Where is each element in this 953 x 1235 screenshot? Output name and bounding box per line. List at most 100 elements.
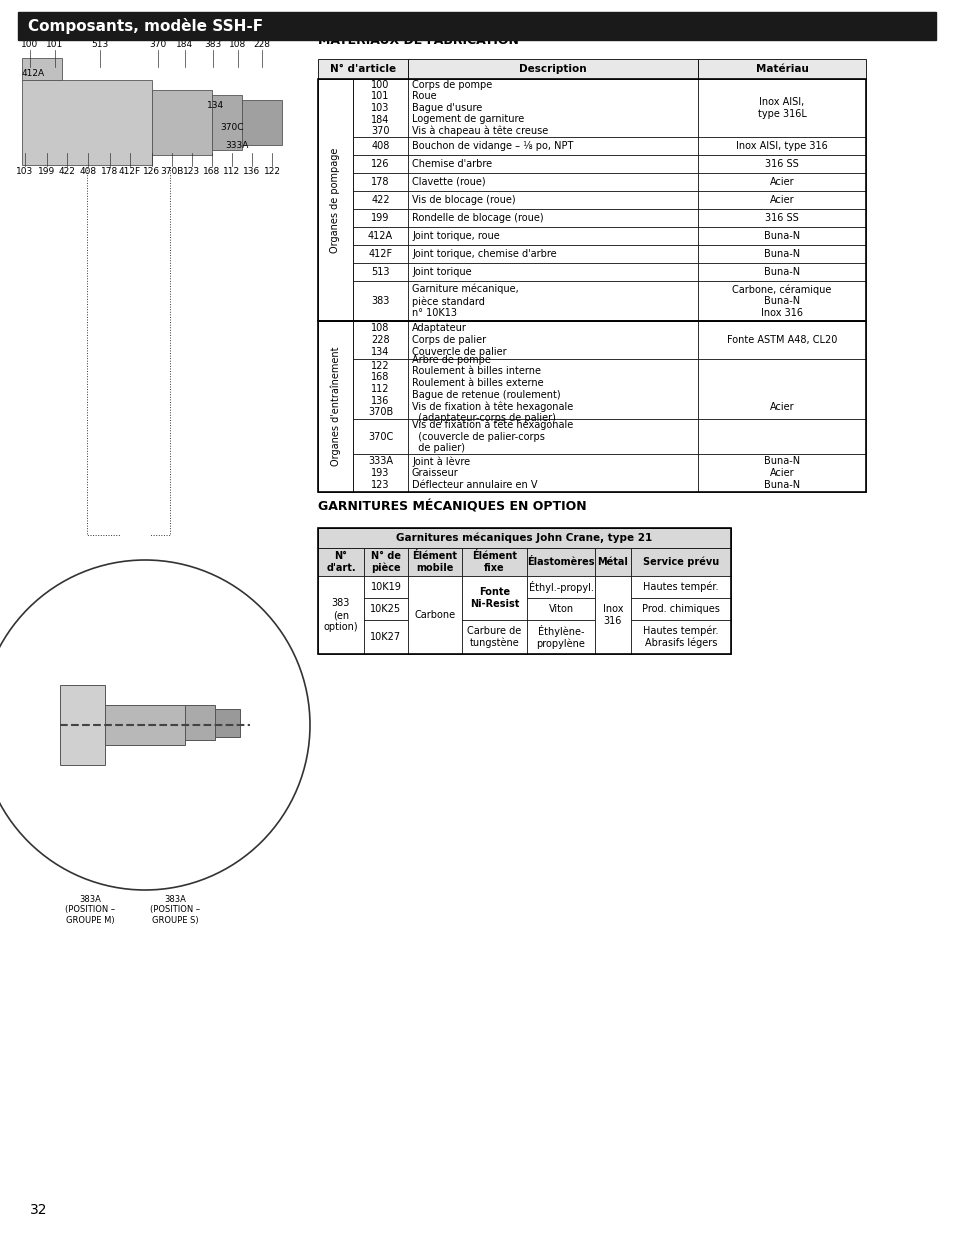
Bar xyxy=(698,173,865,191)
Text: Joint à lèvre
Graisseur
Déflecteur annulaire en V: Joint à lèvre Graisseur Déflecteur annul… xyxy=(412,456,537,490)
Text: 383: 383 xyxy=(204,40,221,49)
Text: 370C: 370C xyxy=(368,431,393,441)
Bar xyxy=(408,173,698,191)
Text: 199: 199 xyxy=(371,212,389,224)
Bar xyxy=(317,321,353,492)
Bar xyxy=(353,137,408,156)
Bar xyxy=(353,209,408,227)
Text: Élément
mobile: Élément mobile xyxy=(412,551,457,573)
Bar xyxy=(630,548,730,576)
Text: 412A: 412A xyxy=(22,68,45,78)
Bar xyxy=(242,100,282,144)
Text: Buna-N: Buna-N xyxy=(763,267,800,277)
Bar xyxy=(364,598,408,620)
Text: Composants, modèle SSH-F: Composants, modèle SSH-F xyxy=(28,19,263,35)
Bar xyxy=(212,95,242,149)
Text: Inox AISI,
type 316L: Inox AISI, type 316L xyxy=(757,98,805,119)
Bar xyxy=(317,59,408,79)
Text: 136: 136 xyxy=(243,167,260,177)
Bar xyxy=(698,156,865,173)
Bar xyxy=(353,227,408,245)
Bar xyxy=(408,245,698,263)
Bar xyxy=(698,419,865,454)
Bar xyxy=(18,12,935,40)
Bar xyxy=(353,156,408,173)
Bar xyxy=(185,705,214,740)
Text: 333A: 333A xyxy=(225,141,248,149)
Bar xyxy=(698,263,865,282)
Bar xyxy=(408,454,698,492)
Text: MATÉRIAUX DE FABRICATION: MATÉRIAUX DE FABRICATION xyxy=(317,35,518,47)
Text: 412A: 412A xyxy=(368,231,393,241)
Bar xyxy=(408,137,698,156)
Bar xyxy=(630,576,730,598)
Text: 370C: 370C xyxy=(220,124,243,132)
Text: Arbre de pompe
Roulement à billes interne
Roulement à billes externe
Bague de re: Arbre de pompe Roulement à billes intern… xyxy=(412,354,573,424)
Text: Description: Description xyxy=(518,64,586,74)
Text: Chemise d'arbre: Chemise d'arbre xyxy=(412,159,492,169)
Text: Fonte ASTM A48, CL20: Fonte ASTM A48, CL20 xyxy=(726,335,837,345)
Bar xyxy=(408,321,698,359)
Bar xyxy=(698,209,865,227)
Bar xyxy=(353,245,408,263)
Bar xyxy=(364,548,408,576)
Bar xyxy=(461,620,526,655)
Text: Service prévu: Service prévu xyxy=(642,557,719,567)
Bar xyxy=(698,227,865,245)
Text: Carbone, céramique
Buna-N
Inox 316: Carbone, céramique Buna-N Inox 316 xyxy=(732,284,831,317)
Bar xyxy=(408,576,461,655)
Bar xyxy=(353,79,408,137)
Bar xyxy=(353,359,408,419)
Text: Éthyl.-propyl.: Éthyl.-propyl. xyxy=(528,580,593,593)
Bar xyxy=(698,359,865,419)
Bar xyxy=(408,209,698,227)
Text: 112: 112 xyxy=(223,167,240,177)
Bar xyxy=(105,705,185,745)
Text: Élastomères: Élastomères xyxy=(527,557,594,567)
Bar xyxy=(317,548,364,576)
Text: 100
101
103
184
370: 100 101 103 184 370 xyxy=(371,80,390,136)
Text: 408: 408 xyxy=(79,167,96,177)
Bar xyxy=(526,620,595,655)
Text: Inox
316: Inox 316 xyxy=(602,604,622,626)
Text: Matériau: Matériau xyxy=(755,64,807,74)
Bar xyxy=(317,529,730,548)
Text: 123: 123 xyxy=(183,167,200,177)
Bar xyxy=(408,282,698,321)
Text: Hautes tempér.: Hautes tempér. xyxy=(642,582,718,593)
Bar xyxy=(353,282,408,321)
Text: 178: 178 xyxy=(101,167,118,177)
Bar xyxy=(22,80,152,165)
Text: Buna-N: Buna-N xyxy=(763,249,800,259)
Text: Fonte
Ni-Resist: Fonte Ni-Resist xyxy=(469,587,518,609)
Bar xyxy=(364,620,408,655)
Bar xyxy=(408,548,461,576)
Bar xyxy=(22,58,62,80)
Bar xyxy=(408,191,698,209)
Text: 412F: 412F xyxy=(368,249,392,259)
Text: 383A
(POSITION –
GROUPE S): 383A (POSITION – GROUPE S) xyxy=(150,895,200,925)
Text: 122: 122 xyxy=(263,167,280,177)
Text: 316 SS: 316 SS xyxy=(764,212,798,224)
Bar xyxy=(353,191,408,209)
Text: 184: 184 xyxy=(176,40,193,49)
Text: N° d'article: N° d'article xyxy=(330,64,395,74)
Text: Vis de fixation à tête hexagonale
  (couvercle de palier-corps
  de palier): Vis de fixation à tête hexagonale (couve… xyxy=(412,420,573,453)
Text: Rondelle de blocage (roue): Rondelle de blocage (roue) xyxy=(412,212,543,224)
Text: 178: 178 xyxy=(371,177,390,186)
Text: 126: 126 xyxy=(143,167,160,177)
Text: Buna-N: Buna-N xyxy=(763,231,800,241)
Bar xyxy=(317,529,730,655)
Text: 422: 422 xyxy=(371,195,390,205)
Text: 383: 383 xyxy=(371,296,389,306)
Text: 199: 199 xyxy=(38,167,55,177)
Text: 168: 168 xyxy=(203,167,220,177)
Text: 383
(en
option): 383 (en option) xyxy=(323,599,358,631)
Bar xyxy=(698,245,865,263)
Text: 108
228
134: 108 228 134 xyxy=(371,324,390,357)
Bar xyxy=(408,419,698,454)
Bar xyxy=(630,620,730,655)
Bar xyxy=(630,598,730,620)
Bar xyxy=(353,173,408,191)
Text: N°
d'art.: N° d'art. xyxy=(326,551,355,573)
